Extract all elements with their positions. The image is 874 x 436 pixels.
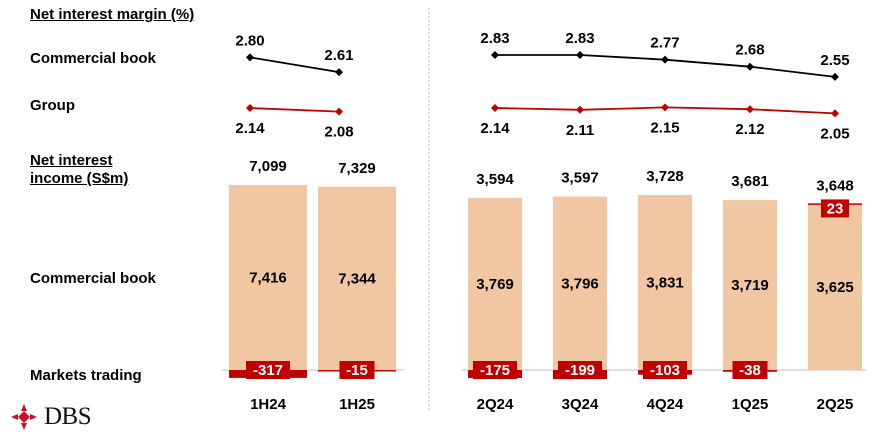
x-tick-label: 1H24: [250, 396, 287, 413]
nim-value-commercial-book: 2.83: [565, 30, 594, 47]
bar-value-commercial-book: 3,719: [731, 277, 769, 294]
bar-total-label: 3,597: [561, 170, 599, 187]
x-tick-label: 2Q24: [477, 396, 514, 413]
commercial-book-nim-label: Commercial book: [30, 50, 156, 67]
nim-marker-commercial-book: [491, 51, 499, 59]
nim-title: Net interest margin (%): [30, 6, 195, 23]
nim-marker-commercial-book: [576, 51, 584, 59]
bar-value-commercial-book: 3,625: [816, 279, 854, 296]
bar-value-commercial-book: 3,796: [561, 275, 599, 292]
bar-commercial-book: [468, 197, 522, 370]
nim-marker-commercial-book: [335, 68, 343, 77]
nim-marker-group: [831, 109, 839, 118]
markets-trading-label-box: [732, 361, 768, 379]
nim-line-group: [249, 107, 340, 113]
nim-value-commercial-book: 2.77: [650, 35, 679, 52]
dbs-logo-text: DBS: [44, 403, 92, 430]
x-tick-label: 1Q25: [732, 396, 769, 413]
nim-value-group: 2.12: [735, 121, 764, 138]
nim-value-commercial-book: 2.83: [480, 30, 509, 47]
nim-value-commercial-book: 2.80: [235, 32, 264, 49]
nii-title-line2: income (S$m): [30, 170, 129, 187]
bar-total-label: 3,681: [731, 173, 769, 190]
nim-marker-commercial-book: [831, 72, 839, 81]
markets-trading-label-box: [473, 361, 517, 379]
nim-value-group: 2.14: [480, 120, 510, 137]
bar-commercial-book: [723, 200, 777, 370]
bar-commercial-book: [318, 186, 396, 370]
nim-value-group: 2.05: [820, 125, 849, 142]
x-tick-label: 1H25: [339, 396, 375, 413]
nim-marker-commercial-book: [661, 55, 669, 64]
nim-value-group: 2.14: [235, 120, 265, 137]
bar-total-label: 3,594: [476, 171, 514, 188]
markets-trading-label-box: [339, 361, 375, 379]
nim-line-commercial-book: [249, 56, 340, 74]
nim-value-commercial-book: 2.68: [735, 42, 764, 59]
markets-trading-label-box: [643, 361, 687, 379]
nim-marker-group: [661, 103, 669, 112]
nim-marker-group: [576, 105, 584, 114]
dbs-logo: DBS: [10, 402, 92, 432]
bar-value-markets-trading: -38: [739, 362, 761, 379]
nim-value-group: 2.15: [650, 119, 679, 136]
group-nim-label: Group: [30, 97, 75, 114]
bar-value-commercial-book: 7,344: [338, 270, 376, 287]
x-tick-label: 2Q25: [817, 396, 854, 413]
nim-value-commercial-book: 2.61: [324, 47, 353, 64]
commercial-book-nii-label: Commercial book: [30, 270, 156, 287]
x-tick-label: 3Q24: [562, 396, 599, 413]
bar-value-commercial-book: 3,769: [476, 276, 514, 293]
bar-value-markets-trading: -15: [346, 362, 368, 379]
bar-commercial-book: [638, 195, 692, 370]
nim-marker-group: [491, 104, 499, 112]
bar-total-label: 7,329: [338, 160, 376, 177]
bar-value-markets-trading: -317: [253, 362, 283, 379]
bar-value-markets-trading: 23: [827, 200, 844, 217]
markets-trading-label-box: [821, 199, 849, 218]
nim-value-commercial-book: 2.55: [820, 52, 849, 69]
bar-value-commercial-book: 7,416: [249, 270, 287, 287]
bar-total-label: 3,648: [816, 177, 854, 194]
markets-trading-label-box: [558, 361, 602, 379]
nim-marker-commercial-book: [746, 62, 754, 71]
nim-value-group: 2.11: [566, 122, 594, 139]
x-tick-label: 4Q24: [647, 396, 684, 413]
bar-value-commercial-book: 3,831: [646, 275, 684, 292]
nii-title-line1: Net interest: [30, 152, 113, 169]
dbs-logo-icon: [11, 404, 37, 430]
dbs-logo-mark: [11, 404, 37, 430]
nim-marker-group: [746, 105, 754, 114]
bar-total-label: 7,099: [249, 158, 287, 175]
bar-commercial-book: [553, 196, 607, 370]
nim-marker-group: [246, 104, 254, 112]
bar-commercial-book: [808, 204, 862, 370]
bar-value-markets-trading: -199: [565, 362, 595, 379]
markets-trading-label-box: [246, 361, 290, 379]
bar-total-label: 3,728: [646, 168, 684, 185]
bar-value-markets-trading: -175: [480, 362, 510, 379]
markets-trading-label: Markets trading: [30, 367, 142, 384]
nim-marker-commercial-book: [246, 53, 254, 62]
nim-marker-group: [335, 107, 343, 116]
bar-value-markets-trading: -103: [650, 362, 680, 379]
bar-commercial-book: [229, 185, 307, 370]
nim-value-group: 2.08: [324, 124, 353, 141]
